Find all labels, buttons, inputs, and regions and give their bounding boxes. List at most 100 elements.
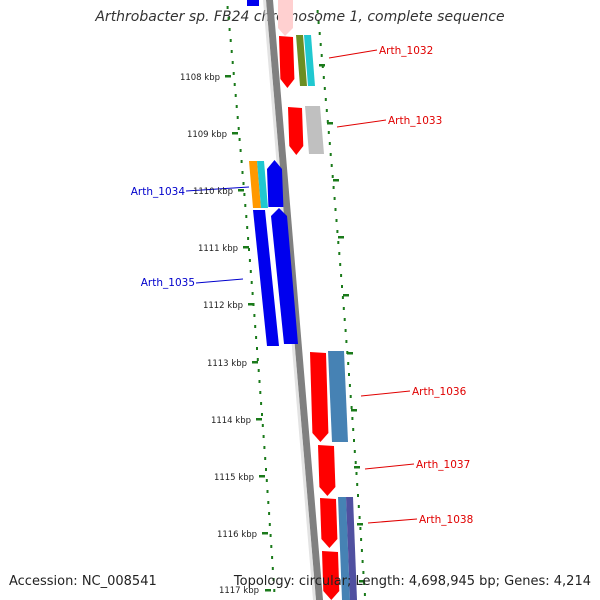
leader-line: [360, 390, 411, 397]
leader-line: [367, 518, 418, 524]
ring-dot: [344, 329, 347, 332]
major-tick: [338, 236, 344, 239]
major-tick: [347, 352, 353, 355]
forward-cds: [310, 352, 329, 442]
major-tick: [252, 361, 258, 364]
ring-dot: [348, 373, 350, 376]
tick-label: 1108 kbp: [180, 73, 220, 83]
gene-label-arth-1033[interactable]: Arth_1033: [388, 115, 442, 127]
ring-dot: [263, 446, 266, 449]
ring-dot: [259, 391, 262, 394]
ring-dot: [349, 395, 352, 398]
tick-rings: [225, 6, 366, 596]
major-tick: [327, 122, 333, 125]
ring-dot: [246, 226, 249, 229]
gene-label-arth-1035[interactable]: Arth_1035: [141, 277, 195, 289]
major-tick: [333, 179, 339, 182]
tick-label: 1111 kbp: [198, 244, 238, 254]
tick-label: 1117 kbp: [219, 586, 259, 596]
tick-label: 1113 kbp: [207, 359, 247, 369]
topology-text: Topology: circular; Length: 4,698,945 bp…: [233, 574, 591, 589]
gene-labels: Arth_1032 Arth_1033 Arth_1034 Arth_1035 …: [131, 45, 474, 526]
ring-dot: [241, 171, 244, 174]
ring-dot: [258, 380, 261, 383]
forward-cds: [320, 498, 338, 548]
ring-dot: [256, 347, 258, 350]
ring-dot: [271, 556, 274, 559]
leader-line: [364, 463, 415, 470]
ring-dot: [268, 523, 271, 526]
forward-cds: [278, 0, 293, 36]
scale-labels: 1108 kbp 1109 kbp 1110 kbp 1111 kbp 1112…: [180, 73, 259, 596]
ring-dot: [244, 204, 247, 207]
leader-line: [195, 278, 244, 284]
major-tick: [238, 189, 244, 192]
ring-dot: [235, 105, 238, 108]
ring-dot: [363, 593, 366, 596]
ring-dot: [322, 76, 325, 79]
leader-line: [185, 186, 250, 192]
ring-dot: [268, 512, 271, 515]
ring-dot: [265, 468, 267, 471]
ring-dot: [335, 219, 338, 222]
reverse-cds: [267, 160, 284, 207]
tick-label: 1116 kbp: [217, 530, 257, 540]
gene-label-arth-1036[interactable]: Arth_1036: [412, 386, 467, 398]
ring-dot: [247, 237, 250, 240]
ring-dot: [242, 182, 245, 185]
ring-dot: [334, 208, 337, 211]
ring-dot: [347, 362, 350, 365]
ring-dot: [233, 83, 236, 86]
ring-dot: [271, 567, 274, 570]
major-tick: [262, 532, 268, 535]
ring-dot: [362, 571, 365, 574]
ring-dot: [351, 417, 354, 420]
ring-dot: [248, 259, 251, 262]
ring-dot: [339, 263, 342, 266]
leader-line: [328, 49, 378, 59]
ring-dot: [228, 28, 231, 31]
ring-dot: [330, 164, 333, 167]
ring-dot: [350, 406, 353, 409]
ring-dot: [231, 61, 234, 64]
ring-dot: [251, 292, 254, 295]
forward-cds: [322, 551, 340, 600]
ring-dot: [325, 109, 328, 112]
ring-dot: [343, 318, 346, 321]
ring-dot: [342, 307, 345, 310]
major-tick: [357, 523, 363, 526]
ring-dot: [326, 120, 329, 123]
ring-dot: [267, 501, 270, 504]
gene-label-arth-1038[interactable]: Arth_1038: [419, 514, 473, 526]
ring-dot: [230, 50, 233, 53]
ring-dot: [332, 186, 335, 189]
ring-dot: [234, 94, 237, 97]
ring-dot: [357, 494, 359, 497]
ring-dot: [353, 450, 356, 453]
ring-dot: [357, 505, 360, 508]
ring-dot: [237, 127, 240, 130]
major-tick: [225, 75, 231, 78]
ring-dot: [319, 43, 322, 46]
major-tick: [259, 475, 265, 478]
ring-dot: [345, 340, 348, 343]
cog-bar: [328, 351, 348, 442]
ring-dot: [341, 285, 343, 288]
gene-label-arth-1034[interactable]: Arth_1034: [131, 186, 186, 198]
major-tick: [359, 580, 365, 583]
ring-dot: [261, 413, 263, 416]
ring-dot: [269, 534, 272, 537]
ring-dot: [317, 21, 320, 24]
leader-line: [336, 119, 387, 128]
gene-label-arth-1037[interactable]: Arth_1037: [416, 459, 470, 471]
gene-label-arth-1032[interactable]: Arth_1032: [379, 45, 433, 57]
ring-dot: [328, 142, 331, 145]
major-tick: [256, 418, 262, 421]
ring-dot: [254, 325, 257, 328]
ring-dot: [239, 149, 242, 152]
ring-dot: [318, 32, 321, 35]
ring-dot: [352, 428, 355, 431]
major-tick: [319, 64, 325, 67]
ring-dot: [229, 39, 232, 42]
